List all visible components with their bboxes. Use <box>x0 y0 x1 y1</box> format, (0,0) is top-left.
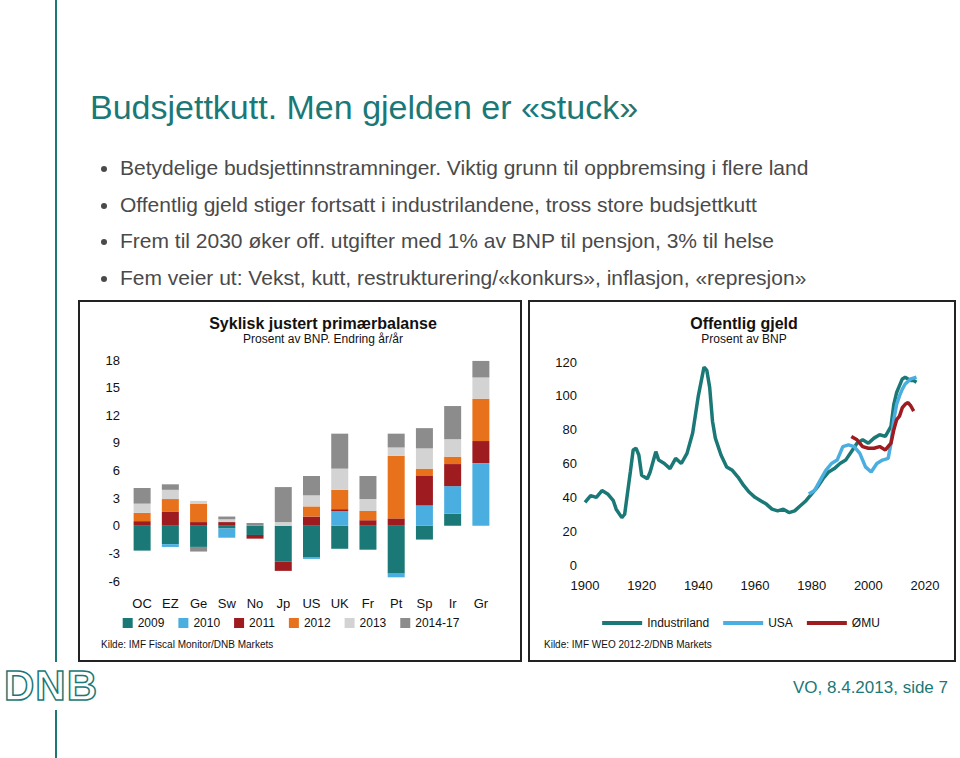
svg-text:1940: 1940 <box>684 578 713 593</box>
svg-text:60: 60 <box>563 456 577 471</box>
svg-text:Kilde: IMF WEO 2012-2/DNB Mark: Kilde: IMF WEO 2012-2/DNB Markets <box>544 639 712 650</box>
svg-text:12: 12 <box>106 408 120 423</box>
svg-text:-6: -6 <box>108 574 120 589</box>
svg-text:120: 120 <box>555 355 577 370</box>
svg-text:2020: 2020 <box>911 578 940 593</box>
svg-text:OC: OC <box>132 596 152 611</box>
svg-text:Offentlig gjeld: Offentlig gjeld <box>690 315 798 332</box>
svg-text:100: 100 <box>555 388 577 403</box>
svg-text:1920: 1920 <box>627 578 656 593</box>
html-text:Offentlig gjeld stiger fortsat: Offentlig gjeld stiger fortsatt i indust… <box>120 192 757 216</box>
svg-text:USA: USA <box>768 616 793 630</box>
svg-text:20: 20 <box>563 524 577 539</box>
svg-text:UK: UK <box>331 596 349 611</box>
svg-text:2011: 2011 <box>249 616 275 630</box>
svg-text:80: 80 <box>563 422 577 437</box>
svg-text:US: US <box>302 596 320 611</box>
svg-text:Pt: Pt <box>390 596 403 611</box>
svg-text:Prosent av BNP. Endring år/år: Prosent av BNP. Endring år/år <box>243 332 403 346</box>
html-text:DNB: DNB <box>4 662 98 709</box>
html-text:Fem veier ut: Vekst, kutt, res: Fem veier ut: Vekst, kutt, restruktureri… <box>120 265 807 289</box>
svg-text:Prosent av BNP: Prosent av BNP <box>701 332 786 346</box>
svg-text:Gr: Gr <box>474 596 489 611</box>
html-text:Budsjettkutt. Men gjelden er «: Budsjettkutt. Men gjelden er «stuck» <box>90 88 639 126</box>
html-text:Frem til 2030 øker off. utgift: Frem til 2030 øker off. utgifter med 1% … <box>120 229 774 252</box>
svg-text:2000: 2000 <box>854 578 883 593</box>
svg-text:Jp: Jp <box>276 596 290 611</box>
svg-text:-3: -3 <box>108 546 120 561</box>
svg-text:Industriland: Industriland <box>647 616 709 630</box>
svg-text:1960: 1960 <box>741 578 770 593</box>
svg-text:2010: 2010 <box>193 616 220 630</box>
svg-text:Kilde: IMF Fiscal Monitor/DNB: Kilde: IMF Fiscal Monitor/DNB Markets <box>101 639 273 650</box>
svg-text:Fr: Fr <box>362 596 375 611</box>
svg-text:2009: 2009 <box>138 616 165 630</box>
html-text:VO, 8.4.2013, side 7: VO, 8.4.2013, side 7 <box>793 678 948 697</box>
svg-text:Sp: Sp <box>416 596 432 611</box>
svg-text:9: 9 <box>113 435 120 450</box>
svg-text:1980: 1980 <box>797 578 826 593</box>
svg-text:Ir: Ir <box>449 596 458 611</box>
html-text:Betydelige budsjettinnstramnin: Betydelige budsjettinnstramninger. Vikti… <box>120 156 809 179</box>
svg-text:Syklisk justert primærbalanse: Syklisk justert primærbalanse <box>209 315 437 332</box>
svg-text:2013: 2013 <box>360 616 387 630</box>
svg-text:3: 3 <box>113 491 120 506</box>
svg-text:EZ: EZ <box>162 596 179 611</box>
svg-text:Sw: Sw <box>218 596 237 611</box>
svg-text:0: 0 <box>570 558 577 573</box>
svg-text:6: 6 <box>113 463 120 478</box>
svg-text:1900: 1900 <box>571 578 600 593</box>
svg-text:15: 15 <box>106 380 120 395</box>
svg-text:2012: 2012 <box>304 616 331 630</box>
svg-text:40: 40 <box>563 490 577 505</box>
svg-text:18: 18 <box>106 353 120 368</box>
svg-text:Ge: Ge <box>190 596 207 611</box>
svg-text:0: 0 <box>113 518 120 533</box>
svg-text:2014-17: 2014-17 <box>415 616 459 630</box>
svg-text:No: No <box>247 596 264 611</box>
svg-text:ØMU: ØMU <box>852 616 880 630</box>
